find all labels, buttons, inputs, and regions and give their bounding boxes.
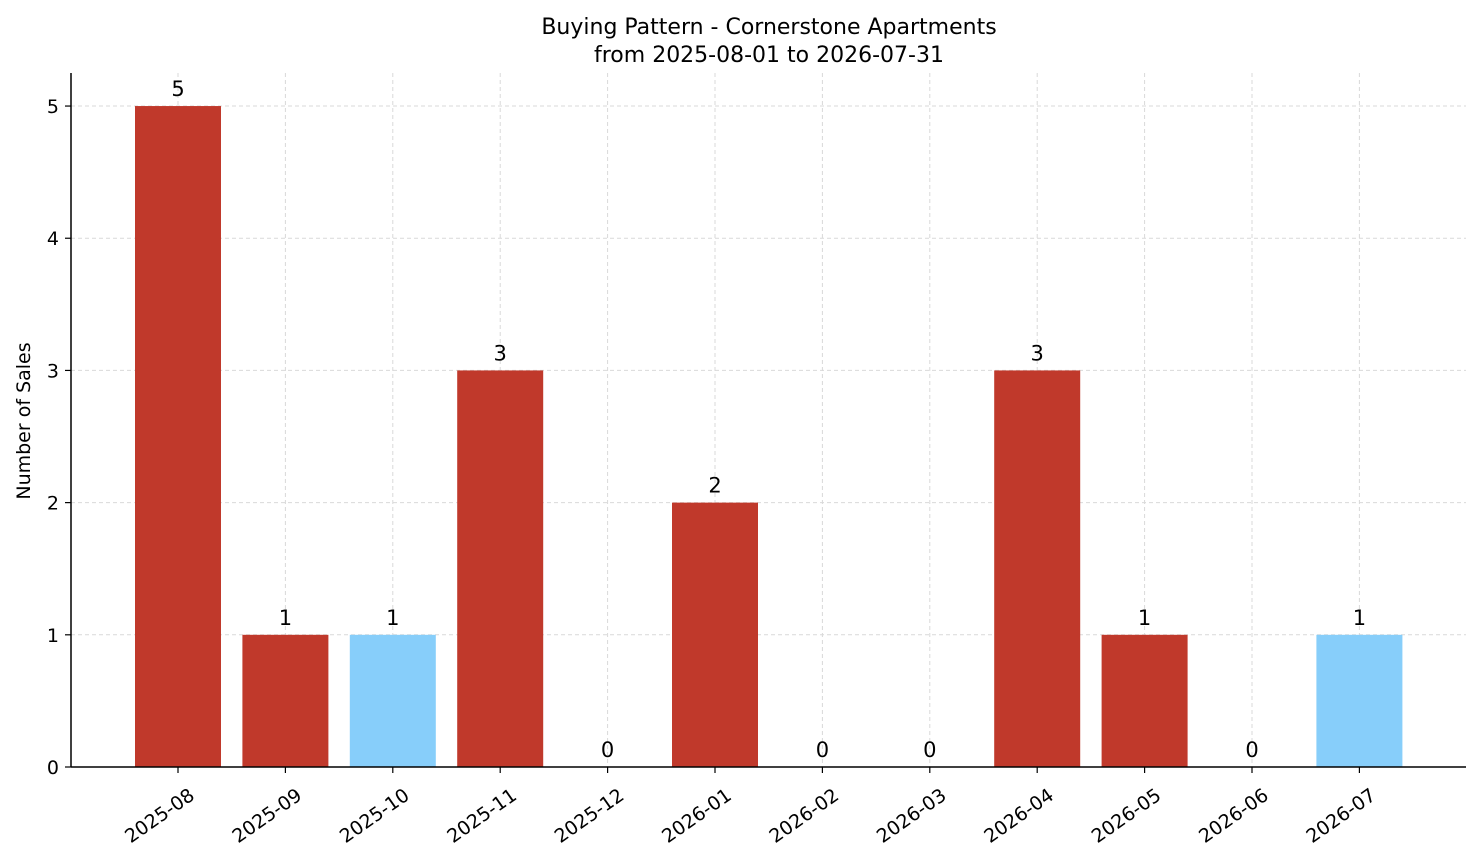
data-label: 1 [1138,606,1151,630]
x-tick-label: 2026-02 [765,784,843,848]
data-label: 0 [816,738,829,762]
x-tick-label: 2026-04 [980,784,1058,848]
x-tick-label: 2025-09 [228,784,306,848]
bars [135,106,1403,768]
x-tick-label: 2026-06 [1195,784,1273,848]
data-label: 1 [279,606,292,630]
data-label: 3 [1031,341,1044,365]
data-label: 3 [494,341,507,365]
axes [65,73,1466,773]
bar-2025-10 [349,634,436,767]
chart-title: Buying Pattern - Cornerstone Apartments [541,15,996,40]
data-label: 1 [1353,606,1366,630]
x-tick-label: 2026-01 [658,784,736,848]
bar-2026-01 [672,502,758,767]
bar-2026-05 [1101,634,1188,767]
bar-2025-11 [457,370,544,767]
chart-subtitle: from 2025-08-01 to 2026-07-31 [594,43,944,68]
y-axis-label: Number of Sales [13,342,35,499]
x-tick-label: 2025-10 [336,784,414,848]
data-label: 0 [923,738,936,762]
x-tick-label: 2025-12 [551,784,629,848]
bar-2026-07 [1316,634,1403,767]
bar-2025-09 [242,634,329,767]
y-tick-label: 0 [47,757,59,779]
y-tick-label: 3 [47,360,59,382]
bar-2025-08 [135,106,221,768]
x-tick-label: 2026-05 [1088,784,1166,848]
y-tick-label: 1 [47,625,59,647]
data-label: 0 [1245,738,1258,762]
data-label: 5 [171,77,184,101]
y-tick-label: 4 [47,228,59,250]
data-label: 0 [601,738,614,762]
x-tick-label: 2026-07 [1302,784,1380,848]
data-label: 1 [386,606,399,630]
x-tick-label: 2026-03 [873,784,951,848]
y-tick-label: 5 [47,96,59,118]
y-tick-label: 2 [47,493,59,515]
x-tick-label: 2025-08 [121,784,199,848]
bar-2026-04 [994,370,1081,767]
data-label: 2 [708,474,721,498]
x-tick-label: 2025-11 [443,784,521,848]
